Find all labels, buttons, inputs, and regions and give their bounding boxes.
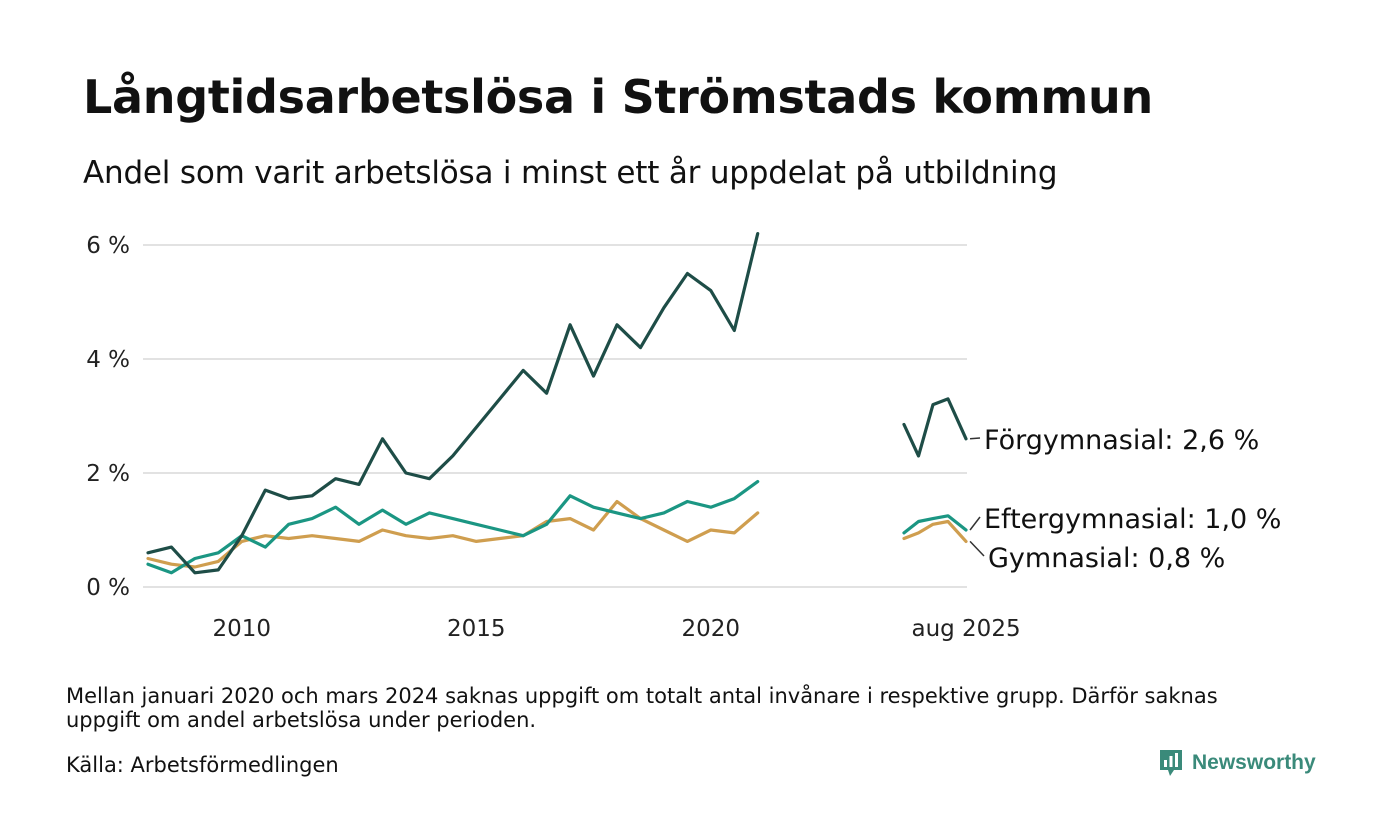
label-leader-line bbox=[969, 540, 985, 557]
series-end-label: Förgymnasial: 2,6 % bbox=[984, 425, 1259, 456]
series-line bbox=[902, 397, 968, 458]
line-chart: 0 % 2 % 4 % 6 % 2010 2015 2020 aug 2025 Förgymna… bbox=[86, 232, 1281, 642]
y-tick-label: 6 % bbox=[86, 233, 130, 259]
newsworthy-logo: Newsworthy bbox=[1158, 748, 1316, 778]
x-tick-label: 2010 bbox=[213, 616, 272, 642]
series-line bbox=[146, 480, 760, 575]
y-tick-label: 0 % bbox=[86, 575, 130, 601]
footnote: Mellan januari 2020 och mars 2024 saknas… bbox=[66, 684, 1218, 732]
x-tick-label: 2020 bbox=[682, 616, 741, 642]
series-line bbox=[902, 514, 968, 535]
chart-title: Långtidsarbetslösa i Strömstads kommun bbox=[83, 70, 1153, 124]
x-tick-label: 2015 bbox=[447, 616, 506, 642]
y-tick-label: 4 % bbox=[86, 347, 130, 373]
label-leader-line bbox=[969, 516, 981, 531]
x-tick-label: aug 2025 bbox=[911, 616, 1020, 642]
series-end-label: Eftergymnasial: 1,0 % bbox=[984, 504, 1281, 535]
series-line bbox=[146, 232, 760, 575]
y-tick-label: 2 % bbox=[86, 461, 130, 487]
chart-subtitle: Andel som varit arbetslösa i minst ett å… bbox=[83, 155, 1058, 191]
source-credit: Källa: Arbetsförmedlingen bbox=[66, 753, 339, 777]
series-end-label: Gymnasial: 0,8 % bbox=[988, 543, 1225, 574]
series-line bbox=[902, 519, 968, 543]
newsworthy-logo-icon bbox=[1160, 750, 1182, 776]
newsworthy-logo-text: Newsworthy bbox=[1192, 751, 1316, 774]
label-leader-line bbox=[969, 437, 981, 440]
